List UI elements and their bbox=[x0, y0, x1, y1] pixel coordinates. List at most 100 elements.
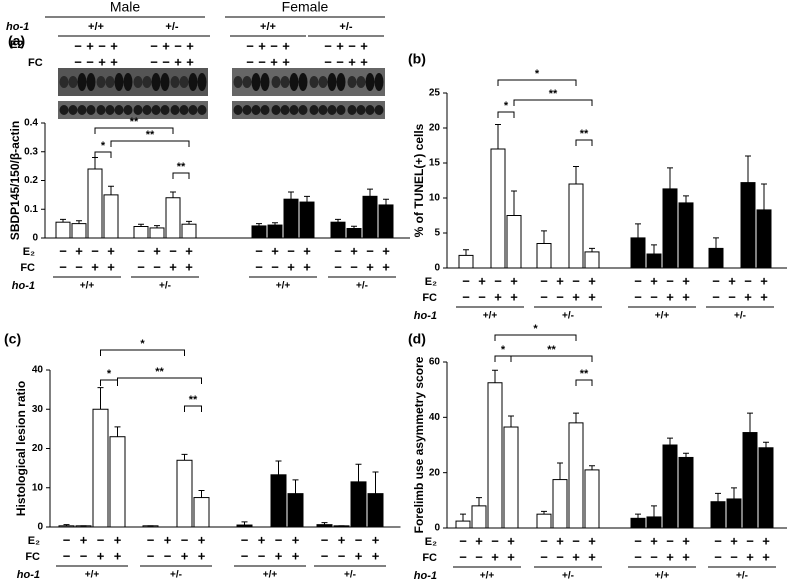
bar bbox=[740, 182, 756, 269]
blot-fc-sign: + bbox=[110, 54, 118, 69]
fc-sign: − bbox=[338, 548, 346, 563]
e2-sign: + bbox=[350, 243, 358, 258]
fc-sign: − bbox=[540, 549, 548, 564]
e2-sign: − bbox=[712, 273, 720, 288]
e2-sign: + bbox=[80, 532, 88, 547]
y-tick-label: 0 bbox=[32, 233, 38, 244]
genotype-label: +/+ bbox=[483, 311, 498, 322]
e2-sign: − bbox=[255, 243, 263, 258]
blot-lane bbox=[260, 105, 270, 115]
e2-sign: + bbox=[588, 273, 596, 288]
bar bbox=[251, 225, 267, 239]
bar bbox=[176, 459, 193, 528]
blot-lane bbox=[347, 105, 357, 115]
e2-sign: + bbox=[510, 273, 518, 288]
blot-lane bbox=[123, 105, 133, 115]
error-bar bbox=[355, 463, 362, 482]
genotype-label: +/+ bbox=[276, 281, 291, 292]
blot-lane bbox=[289, 105, 299, 115]
bar bbox=[330, 221, 346, 239]
blot-lane bbox=[160, 105, 170, 115]
bar bbox=[458, 254, 474, 269]
error-bar bbox=[383, 198, 389, 205]
bar bbox=[536, 513, 552, 529]
significance-bracket bbox=[494, 334, 577, 341]
fc-sign: + bbox=[510, 289, 518, 304]
fc-sign: + bbox=[114, 548, 122, 563]
significance-bracket bbox=[100, 379, 118, 386]
fc-sign: − bbox=[271, 259, 279, 274]
error-bar bbox=[198, 489, 205, 498]
e2-sign: + bbox=[153, 243, 161, 258]
fc-sign: − bbox=[321, 548, 329, 563]
fc-sign: + bbox=[682, 549, 690, 564]
bar bbox=[149, 227, 165, 239]
error-bar bbox=[292, 479, 299, 494]
fc-sign: + bbox=[760, 289, 768, 304]
e2-row-label: E₂ bbox=[28, 535, 40, 547]
error-bar bbox=[589, 247, 595, 252]
blot-lane bbox=[260, 73, 270, 91]
e2-sign: + bbox=[292, 532, 300, 547]
significance-bracket bbox=[110, 140, 190, 147]
fc-sign: − bbox=[475, 549, 483, 564]
blot-lane bbox=[336, 73, 346, 91]
bar bbox=[362, 195, 378, 239]
blot-lane bbox=[160, 73, 170, 91]
y-tick-label: 5 bbox=[434, 228, 440, 239]
bar bbox=[503, 426, 519, 529]
blot-lane bbox=[197, 105, 207, 115]
y-tick-label: 0 bbox=[434, 263, 440, 274]
error-bar bbox=[589, 465, 595, 470]
blot-e2-sign: − bbox=[270, 38, 278, 53]
e2-sign: + bbox=[75, 243, 83, 258]
sex-label: Male bbox=[110, 0, 141, 15]
fc-sign: + bbox=[382, 259, 390, 274]
significance-label: * bbox=[501, 344, 506, 356]
blot-fc-sign: − bbox=[336, 54, 344, 69]
fc-sign: + bbox=[366, 259, 374, 274]
genotype-row-label: ho-1 bbox=[414, 310, 437, 322]
blot-lane bbox=[242, 76, 252, 88]
fc-sign: + bbox=[572, 549, 580, 564]
e2-sign: − bbox=[540, 273, 548, 288]
significance-bracket bbox=[575, 379, 593, 386]
e2-sign: − bbox=[287, 243, 295, 258]
e2-sign: − bbox=[634, 273, 642, 288]
fc-sign: + bbox=[744, 289, 752, 304]
blot-lane bbox=[142, 105, 152, 115]
blot-e2-sign: + bbox=[162, 38, 170, 53]
e2-sign: + bbox=[478, 273, 486, 288]
bar bbox=[662, 444, 678, 529]
blot-lane bbox=[289, 73, 299, 91]
error-bar bbox=[731, 487, 737, 499]
error-bar bbox=[351, 225, 357, 229]
error-bar bbox=[635, 223, 641, 238]
blot-fc-sign: − bbox=[150, 54, 158, 69]
bar bbox=[367, 493, 384, 528]
panel-label: (b) bbox=[408, 51, 426, 67]
blot-e2-sign: + bbox=[186, 38, 194, 53]
e2-row-label: E₂ bbox=[425, 276, 437, 288]
blot-lane bbox=[233, 76, 243, 88]
fc-sign: + bbox=[355, 548, 363, 563]
bar bbox=[181, 223, 197, 239]
bar bbox=[283, 198, 299, 239]
bar bbox=[87, 168, 103, 239]
bar bbox=[662, 188, 678, 269]
blot-lane bbox=[114, 105, 124, 115]
blot-genotype-label: +/+ bbox=[88, 21, 104, 33]
error-bar bbox=[256, 223, 262, 226]
bar bbox=[378, 204, 394, 239]
e2-sign: − bbox=[540, 533, 548, 548]
blot-lane bbox=[105, 76, 115, 88]
fc-sign: + bbox=[97, 548, 105, 563]
y-tick-label: 20 bbox=[429, 467, 441, 478]
fc-sign: − bbox=[650, 549, 658, 564]
significance-bracket bbox=[497, 79, 577, 86]
e2-sign: − bbox=[59, 243, 67, 258]
fc-sign: + bbox=[198, 548, 206, 563]
error-bar bbox=[138, 223, 144, 227]
bar bbox=[756, 209, 772, 269]
error-bar bbox=[508, 415, 514, 428]
